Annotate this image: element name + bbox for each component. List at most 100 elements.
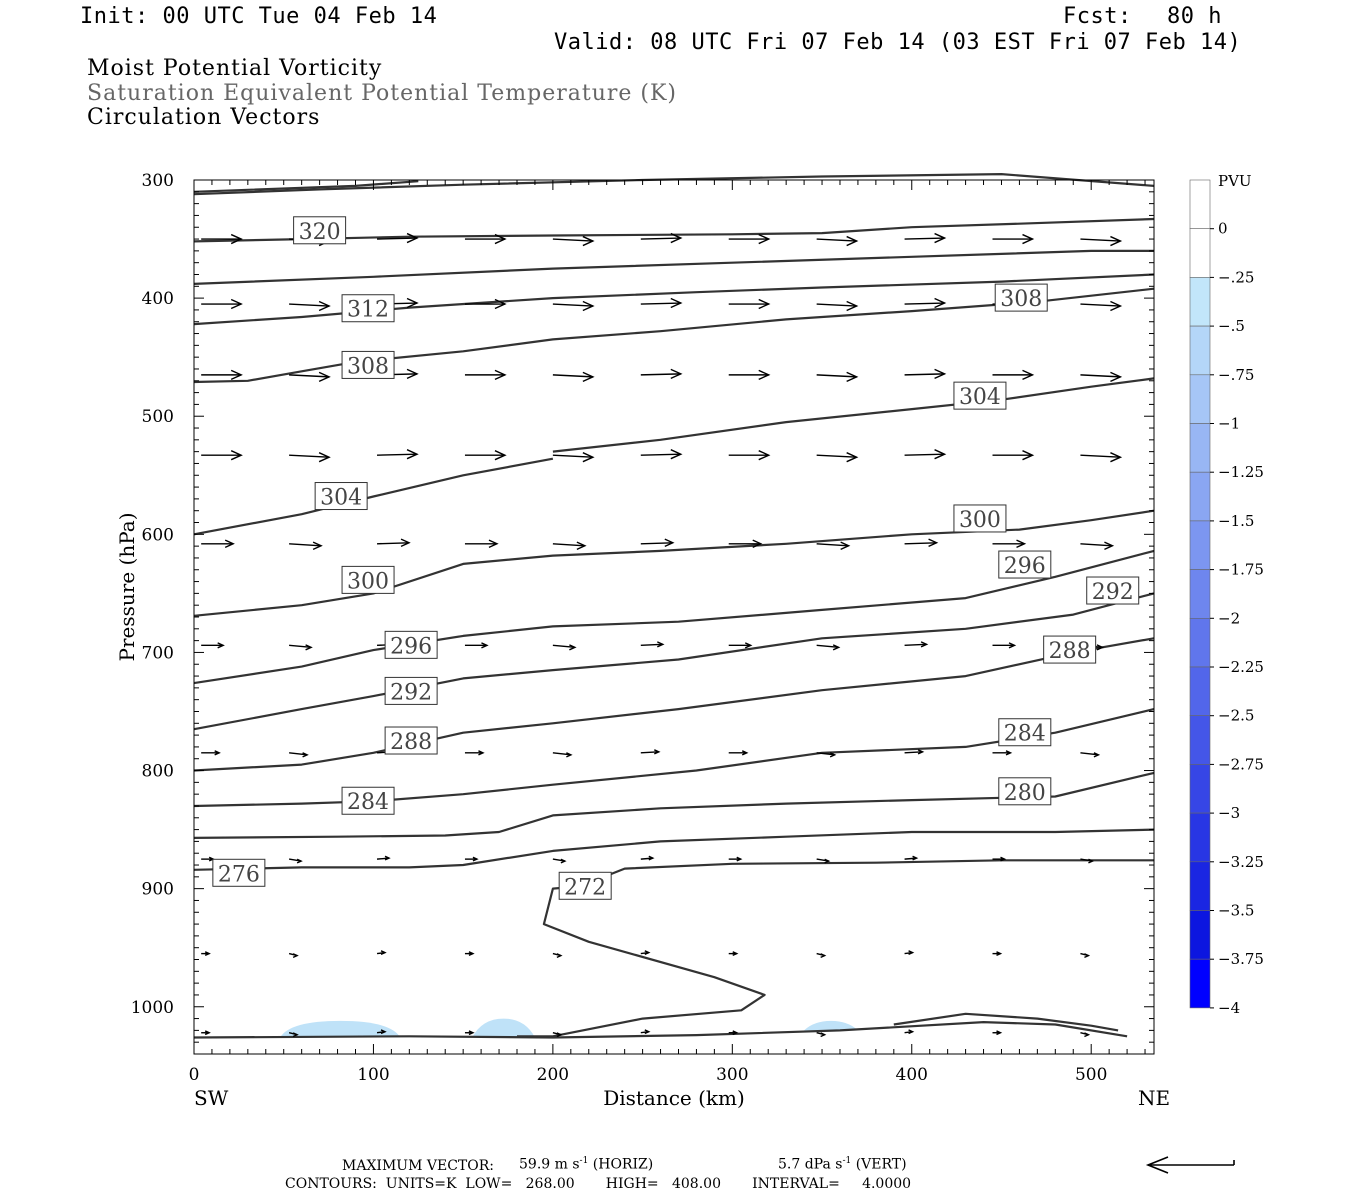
contour-label: 276 xyxy=(212,858,266,887)
vector-arrow xyxy=(289,452,331,463)
contour-label: 296 xyxy=(998,550,1052,579)
contour-276 xyxy=(193,828,1155,871)
colorbar-cell xyxy=(1189,423,1211,473)
vector-head xyxy=(468,951,475,957)
vector-arrow xyxy=(552,952,563,959)
vector-head xyxy=(934,297,947,309)
vector-arrow xyxy=(816,371,859,383)
vector-arrow xyxy=(640,950,651,956)
vector-arrow xyxy=(728,642,753,649)
vector-head xyxy=(1022,233,1035,245)
contour-label-box xyxy=(1043,635,1097,664)
x-end-label-sw: SW xyxy=(194,1086,229,1110)
colorbar-label: −.25 xyxy=(1218,268,1254,286)
vector-arrow xyxy=(904,368,947,380)
vector-arrow xyxy=(552,452,595,463)
vector-head xyxy=(1084,1032,1091,1038)
vector-head xyxy=(204,1030,211,1036)
colorbar-cell xyxy=(1189,179,1211,230)
vector-arrow xyxy=(640,449,683,460)
contour-272 xyxy=(517,859,1154,1038)
contour-308 xyxy=(193,287,1155,384)
y-tick-label: 900 xyxy=(142,880,174,900)
vector-head xyxy=(758,450,771,461)
vector-arrow xyxy=(1080,752,1101,758)
contour-label-box xyxy=(384,726,438,755)
vector-arrow xyxy=(289,752,309,758)
vector-head xyxy=(752,539,763,549)
y-tick-label: 600 xyxy=(142,525,174,545)
vector-arrow xyxy=(288,858,303,864)
vector-arrow xyxy=(552,235,595,247)
vector-shaft xyxy=(289,374,330,378)
vector-shaft xyxy=(640,643,663,647)
y-tick-label: 300 xyxy=(142,171,174,191)
vector-head xyxy=(736,856,743,862)
vector-shaft xyxy=(904,302,945,305)
vector-head xyxy=(758,233,771,245)
vector-arrow xyxy=(201,642,225,649)
vector-head xyxy=(996,1030,1003,1036)
vector-shaft xyxy=(904,453,945,456)
vector-arrow xyxy=(288,1032,299,1038)
vector-head xyxy=(670,297,683,309)
vector-arrow xyxy=(201,298,243,310)
y-tick-label: 800 xyxy=(142,762,174,782)
vector-head xyxy=(296,858,303,864)
vector-arrow xyxy=(904,749,925,755)
valid-time: Valid: 08 UTC Fri 07 Feb 14 (03 EST Fri … xyxy=(554,30,1242,55)
vector-head xyxy=(406,449,419,460)
vector-shaft xyxy=(640,302,681,305)
colorbar-cell xyxy=(1189,471,1211,522)
contour-surface-bump xyxy=(893,1012,1119,1032)
vector-head xyxy=(566,752,573,758)
vector-arrow xyxy=(376,1029,387,1035)
vector-arrow xyxy=(904,1029,915,1035)
contour-312 xyxy=(193,273,1155,326)
contour-label-text: 284 xyxy=(347,790,389,815)
colorbar-cell xyxy=(1189,715,1211,765)
vector-shaft xyxy=(1080,303,1121,307)
vector-head xyxy=(840,541,851,551)
vector-head xyxy=(217,642,225,649)
vector-shaft xyxy=(289,303,330,307)
contour-label: 304 xyxy=(314,482,368,511)
vector-head xyxy=(1093,752,1101,758)
vector-head xyxy=(582,235,595,247)
vector-arrow xyxy=(1080,541,1115,551)
contour-label-box xyxy=(953,381,1007,410)
vector-head xyxy=(1008,642,1017,649)
vector-arrow xyxy=(201,369,243,381)
vector-head xyxy=(494,369,507,381)
contour-label-box xyxy=(994,283,1048,312)
colorbar-cell xyxy=(1189,812,1211,863)
vector-arrow xyxy=(728,539,763,549)
reference-vector xyxy=(1145,1156,1235,1174)
vector-head xyxy=(380,950,387,956)
max-vector-label: MAXIMUM VECTOR: xyxy=(342,1158,494,1174)
vector-arrow xyxy=(377,449,419,460)
vector-head xyxy=(1000,856,1007,862)
colorbar-cell xyxy=(1189,228,1211,278)
vector-shaft xyxy=(289,454,330,458)
vector-shaft xyxy=(816,752,835,756)
vector-head xyxy=(224,539,235,549)
vector-arrow xyxy=(992,642,1017,649)
vector-shaft xyxy=(640,373,681,376)
vector-shaft xyxy=(1080,374,1121,378)
vector-arrow xyxy=(816,752,837,758)
vector-head xyxy=(732,1030,739,1036)
contour-label: 300 xyxy=(341,565,395,594)
vector-arrow xyxy=(376,855,391,861)
vector-shaft xyxy=(289,644,312,649)
vector-shaft xyxy=(816,454,857,458)
vector-head xyxy=(472,856,479,862)
colorbar-label: −.5 xyxy=(1218,317,1245,335)
vector-head xyxy=(1088,858,1095,864)
vector-head xyxy=(1016,539,1027,549)
vector-shaft xyxy=(552,238,593,242)
contour-288 xyxy=(193,637,1155,772)
vector-head xyxy=(846,235,859,247)
contour-label-text: 280 xyxy=(1004,781,1046,806)
contour-label-box xyxy=(384,630,438,659)
